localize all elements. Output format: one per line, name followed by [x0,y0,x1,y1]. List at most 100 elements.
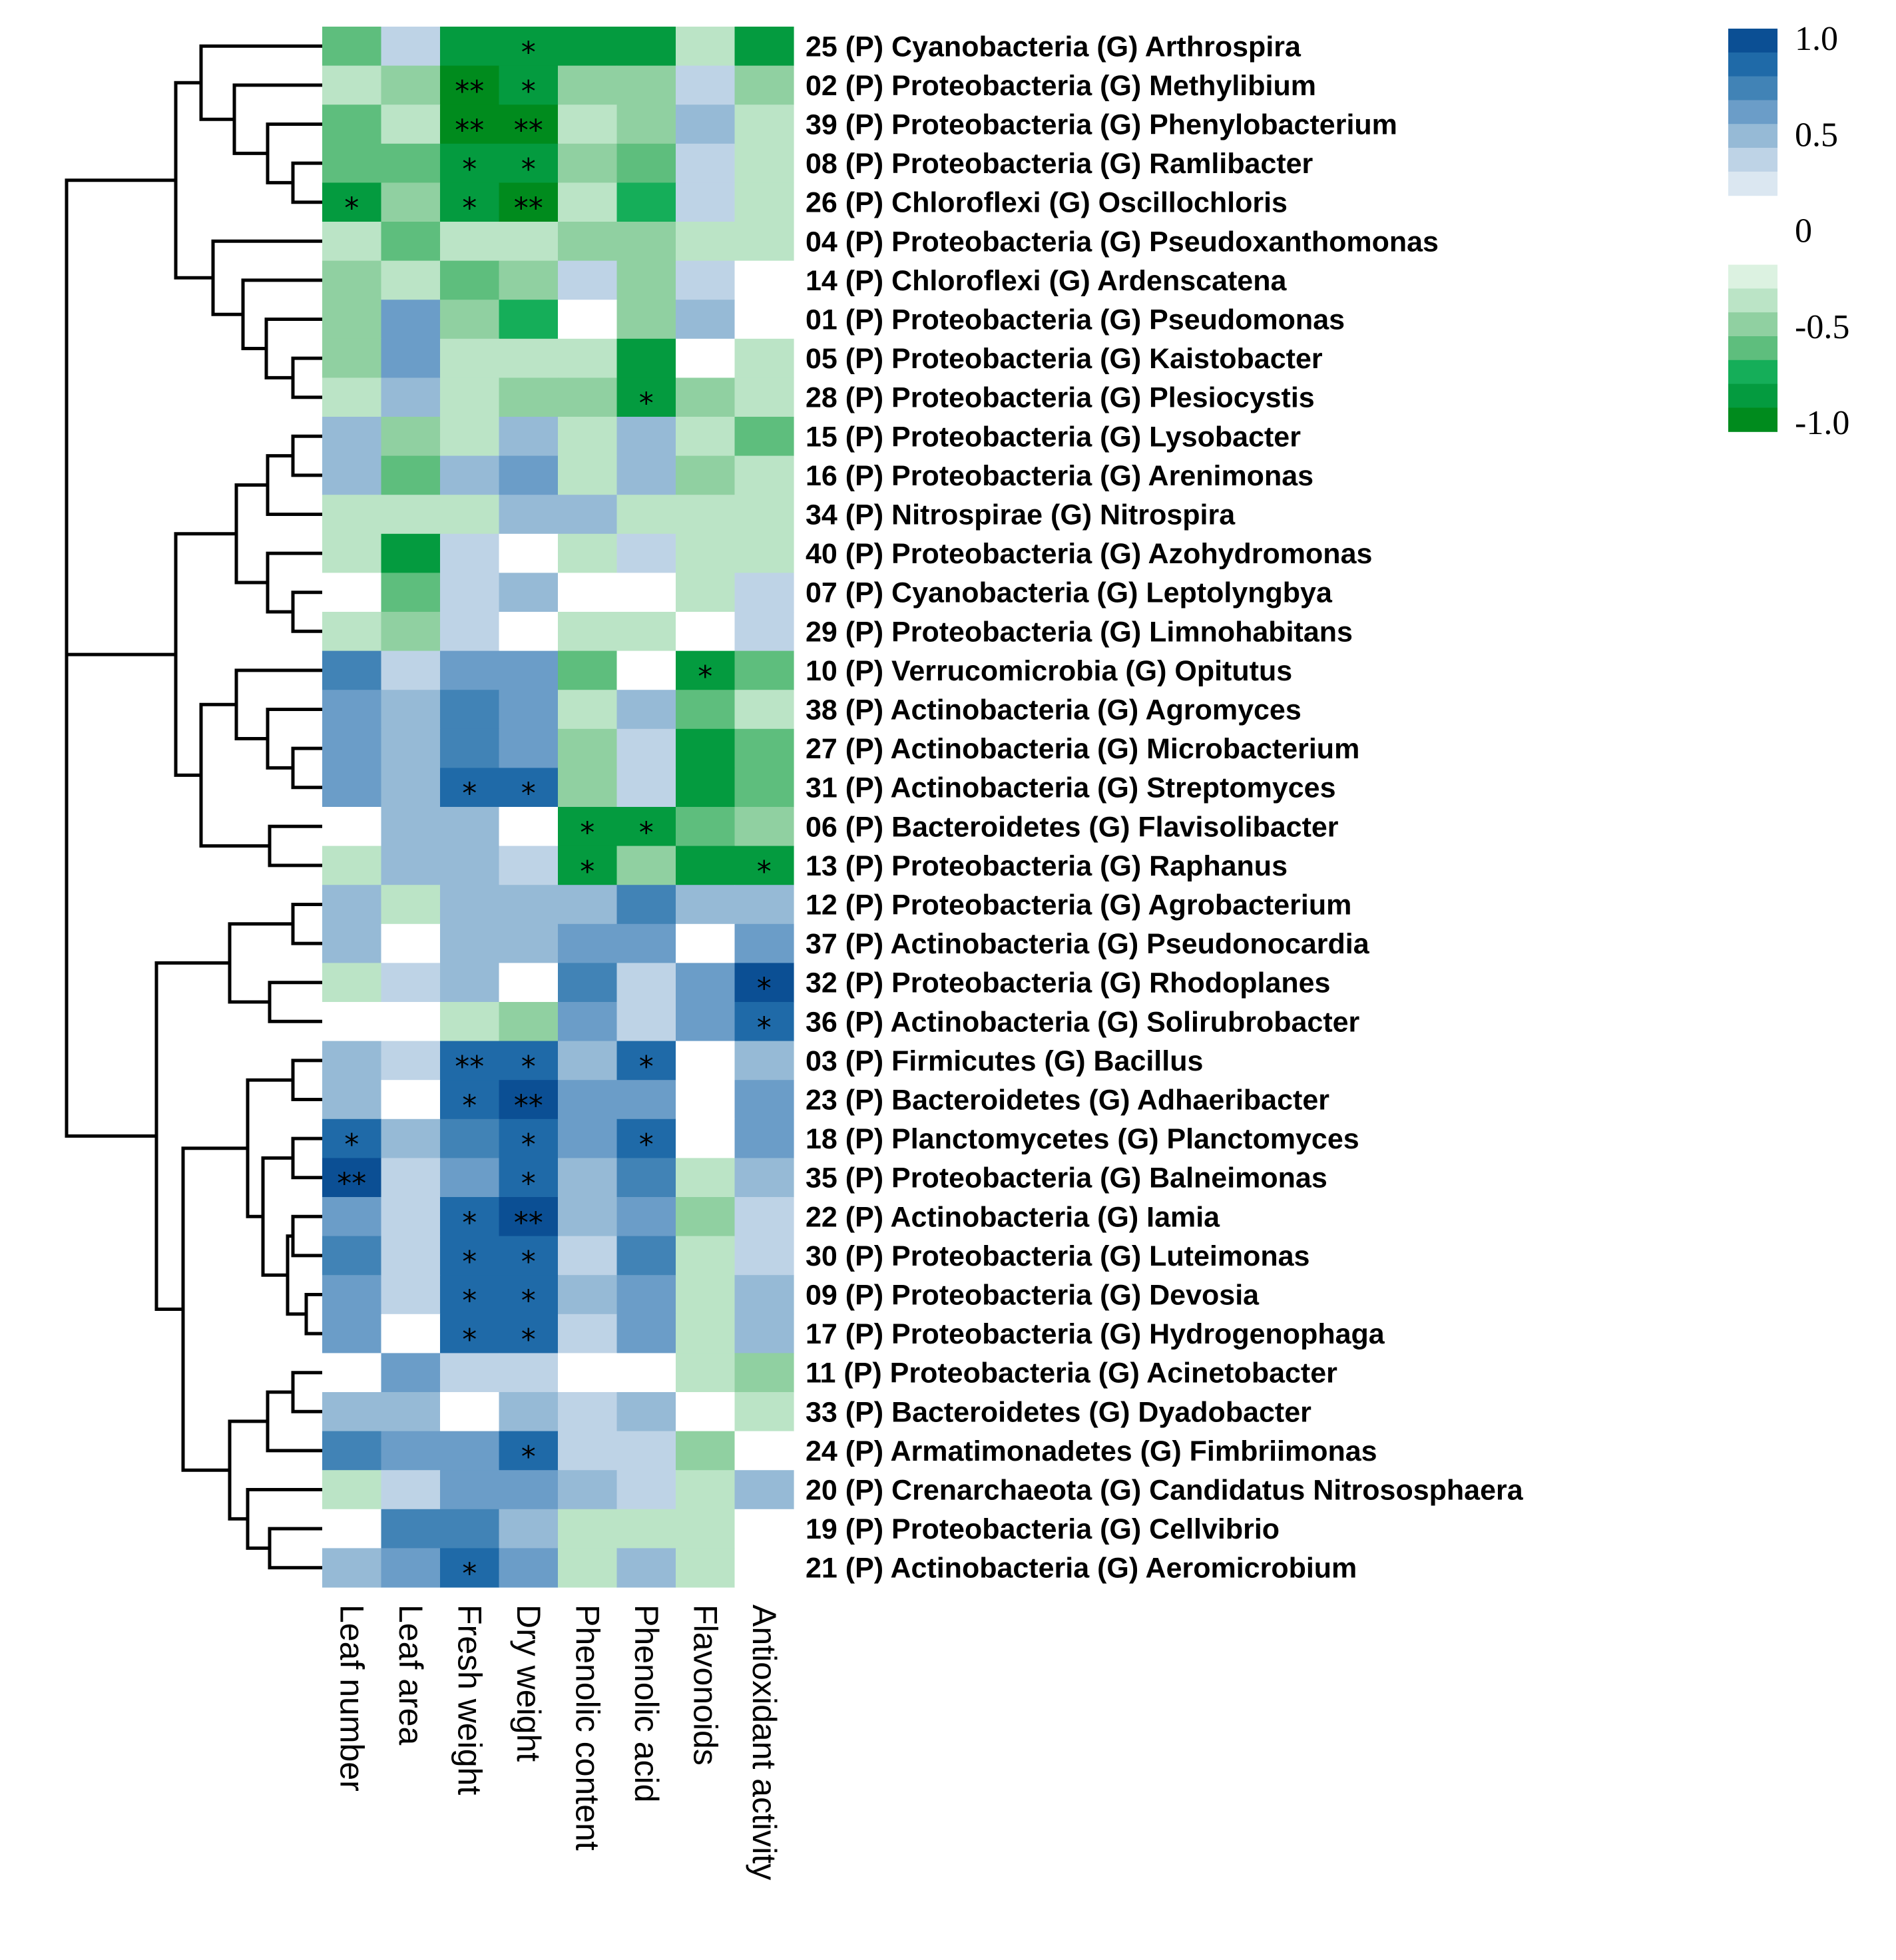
heatmap-cell [676,338,736,378]
heatmap-cell [734,222,794,262]
significance-star: * [462,1323,477,1357]
heatmap-cell [616,846,676,885]
heatmap-cell [322,495,382,535]
row-label: 33 (P) Bacteroidetes (G) Dyadobacter [806,1396,1311,1428]
heatmap-cell [381,1275,441,1315]
heatmap-cell [440,1236,500,1276]
legend-swatch [1728,171,1778,196]
row-label: 14 (P) Chloroflexi (G) Ardenscatena [806,265,1287,297]
legend-swatch [1728,407,1778,432]
heatmap-cell [499,573,559,612]
heatmap-cell [499,728,559,768]
significance-star: ** [514,1089,543,1123]
significance-star: * [639,816,654,850]
heatmap-cell [616,1392,676,1432]
heatmap-cell [322,1509,382,1549]
heatmap-cell [558,728,618,768]
heatmap-cell [676,182,736,222]
heatmap-cell [440,885,500,925]
legend-swatch [1728,76,1778,101]
row-label: 05 (P) Proteobacteria (G) Kaistobacter [806,343,1323,375]
heatmap-cell [558,1236,618,1276]
dendrogram-link [234,483,270,585]
heatmap-cell [381,1197,441,1237]
heatmap-cell [676,1548,736,1588]
heatmap-cell [381,1158,441,1198]
row-labels: 25 (P) Cyanobacteria (G) Arthrospira 02 (… [806,31,1524,1584]
heatmap-cell [734,690,794,730]
heatmap-cell [322,1275,382,1315]
heatmap-cell [322,182,382,222]
heatmap-cell [499,1118,559,1158]
legend-tick-label: -1.0 [1795,404,1849,442]
heatmap-cell [616,260,676,300]
heatmap-cell [440,417,500,457]
heatmap-cell [381,650,441,690]
significance-star: * [521,1245,536,1279]
heatmap-cell [558,690,618,730]
significance-star: * [521,777,536,811]
heatmap-cell [676,1002,736,1042]
heatmap-cell [558,807,618,847]
row-label: 16 (P) Proteobacteria (G) Arenimonas [806,460,1313,492]
heatmap-cell [499,143,559,183]
legend-swatch [1728,148,1778,172]
heatmap-cell [381,417,441,457]
heatmap-cell [676,1431,736,1471]
heatmap-cell [558,105,618,144]
legend-swatch [1728,288,1778,313]
dendrogram-link [65,178,178,656]
heatmap-cell [440,1002,500,1042]
heatmap-cell [381,1002,441,1042]
row-label: 08 (P) Proteobacteria (G) Ramlibacter [806,148,1313,180]
heatmap-cell [558,1431,618,1471]
heatmap-cell [558,650,618,690]
row-label: 31 (P) Actinobacteria (G) Streptomyces [806,772,1336,804]
heatmap-cell [499,65,559,105]
row-label: 13 (P) Proteobacteria (G) Raphanus [806,850,1288,882]
heatmap-cell [322,1080,382,1120]
heatmap-cell [440,65,500,105]
heatmap-cell [322,533,382,573]
dendrogram-link [291,434,324,477]
significance-star: * [462,1557,477,1591]
heatmap-cell [322,1002,382,1042]
heatmap-cell [322,1392,382,1432]
row-label: 24 (P) Armatimonadetes (G) Fimbriimonas [806,1435,1377,1467]
dendrogram-link [228,922,295,1004]
heatmap-cell [440,377,500,417]
heatmap-cell [734,612,794,652]
dendrogram-link [246,1488,324,1550]
heatmap-cell [558,1041,618,1081]
heatmap-cell [440,143,500,183]
significance-star: * [757,855,772,889]
heatmap-cell [499,1353,559,1393]
significance-star: * [462,152,477,186]
row-label: 35 (P) Proteobacteria (G) Balneimonas [806,1162,1327,1194]
legend-swatch [1728,264,1778,289]
heatmap-cell [499,300,559,340]
significance-star: * [344,1128,359,1162]
row-label: 28 (P) Proteobacteria (G) Plesiocystis [806,382,1315,414]
heatmap-cell [558,573,618,612]
significance-star: ** [455,75,484,109]
column-label: Dry weight [510,1604,547,1762]
heatmap-cell [616,1236,676,1276]
significance-star: * [462,777,477,811]
heatmap-cell [381,690,441,730]
heatmap-cell [676,1080,736,1120]
heatmap-cell [676,143,736,183]
heatmap-cell [676,65,736,105]
heatmap-cell [734,1275,794,1315]
row-label: 03 (P) Firmicutes (G) Bacillus [806,1045,1203,1077]
heatmap-cell [558,1002,618,1042]
heatmap-cell [381,27,441,67]
heatmap-cell [440,260,500,300]
heatmap-cell [558,495,618,535]
heatmap-cell [558,612,618,652]
heatmap-cell [440,300,500,340]
heatmap-cell [676,495,736,535]
heatmap-cell [440,807,500,847]
heatmap-cell [381,300,441,340]
heatmap-cell [322,300,382,340]
